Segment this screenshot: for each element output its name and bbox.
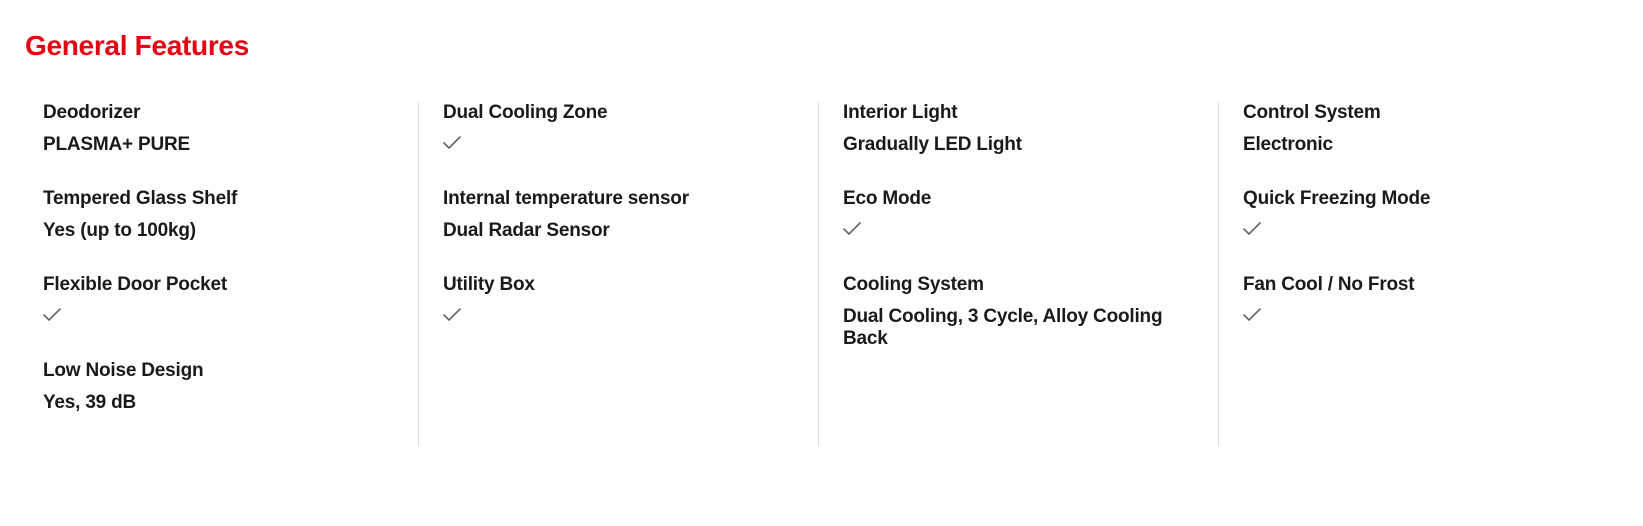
check-icon [443, 308, 461, 322]
check-icon [843, 222, 861, 236]
feature-item: Flexible Door Pocket [43, 274, 394, 328]
feature-item: Fan Cool / No Frost [1243, 274, 1594, 328]
feature-column: Control System Electronic Quick Freezing M… [1218, 102, 1618, 446]
feature-label: Control System [1243, 102, 1594, 124]
feature-value [443, 134, 794, 156]
feature-value: Gradually LED Light [843, 134, 1194, 156]
feature-label: Fan Cool / No Frost [1243, 274, 1594, 296]
feature-value: PLASMA+ PURE [43, 134, 394, 156]
feature-label: Dual Cooling Zone [443, 102, 794, 124]
feature-label: Quick Freezing Mode [1243, 188, 1594, 210]
feature-value [43, 306, 394, 328]
check-icon [1243, 308, 1261, 322]
feature-item: Control System Electronic [1243, 102, 1594, 156]
check-icon [443, 136, 461, 150]
feature-value [1243, 220, 1594, 242]
feature-label: Deodorizer [43, 102, 394, 124]
feature-item: Eco Mode [843, 188, 1194, 242]
feature-value: Yes (up to 100kg) [43, 220, 394, 242]
feature-value [1243, 306, 1594, 328]
feature-value: Dual Radar Sensor [443, 220, 794, 242]
feature-item: Interior Light Gradually LED Light [843, 102, 1194, 156]
feature-value: Electronic [1243, 134, 1594, 156]
feature-label: Interior Light [843, 102, 1194, 124]
feature-label: Tempered Glass Shelf [43, 188, 394, 210]
feature-label: Low Noise Design [43, 360, 394, 382]
feature-item: Cooling System Dual Cooling, 3 Cycle, All… [843, 274, 1194, 350]
feature-item: Quick Freezing Mode [1243, 188, 1594, 242]
feature-item: Internal temperature sensor Dual Radar Se… [443, 188, 794, 242]
feature-item: Tempered Glass Shelf Yes (up to 100kg) [43, 188, 394, 242]
feature-label: Cooling System [843, 274, 1194, 296]
feature-value [443, 306, 794, 328]
feature-label: Utility Box [443, 274, 794, 296]
feature-column: Deodorizer PLASMA+ PURE Tempered Glass She… [43, 102, 418, 446]
feature-column: Interior Light Gradually LED Light Eco Mod… [818, 102, 1218, 446]
features-columns: Deodorizer PLASMA+ PURE Tempered Glass She… [25, 102, 1618, 446]
feature-label: Internal temperature sensor [443, 188, 794, 210]
feature-item: Deodorizer PLASMA+ PURE [43, 102, 394, 156]
feature-item: Dual Cooling Zone [443, 102, 794, 156]
check-icon [43, 308, 61, 322]
feature-value: Dual Cooling, 3 Cycle, Alloy Cooling Bac… [843, 306, 1194, 350]
feature-value [843, 220, 1194, 242]
feature-label: Eco Mode [843, 188, 1194, 210]
feature-value: Yes, 39 dB [43, 392, 394, 414]
feature-item: Low Noise Design Yes, 39 dB [43, 360, 394, 414]
feature-item: Utility Box [443, 274, 794, 328]
section-title: General Features [25, 30, 1618, 62]
check-icon [1243, 222, 1261, 236]
feature-column: Dual Cooling Zone Internal temperature se… [418, 102, 818, 446]
feature-label: Flexible Door Pocket [43, 274, 394, 296]
